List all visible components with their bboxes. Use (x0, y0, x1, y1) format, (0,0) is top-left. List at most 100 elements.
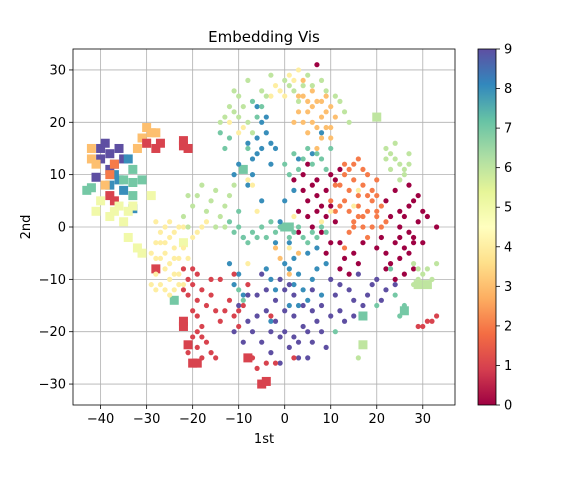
scatter-point (249, 156, 256, 162)
scatter-square-point (114, 143, 124, 153)
scatter-point (415, 219, 421, 225)
scatter-point (185, 292, 191, 298)
scatter-point (374, 302, 380, 309)
x-tick-label: −40 (87, 412, 114, 427)
scatter-point (351, 224, 357, 230)
scatter-point (249, 182, 256, 188)
scatter-point (295, 208, 302, 214)
scatter-point (268, 140, 274, 146)
scatter-point (314, 318, 320, 324)
scatter-point (346, 119, 352, 125)
scatter-point (226, 119, 233, 125)
scatter-point (240, 103, 246, 110)
scatter-point (410, 240, 417, 246)
scatter-point (162, 287, 168, 293)
scatter-point (309, 308, 315, 314)
scatter-square-point (109, 196, 119, 206)
scatter-point (222, 114, 228, 120)
scatter-point (162, 266, 168, 272)
scatter-point (259, 119, 265, 125)
scatter-square-point (105, 212, 115, 222)
scatter-point (300, 323, 306, 330)
scatter-point (401, 172, 407, 178)
scatter-point (429, 276, 435, 282)
scatter-point (337, 308, 343, 314)
scatter-point (429, 318, 435, 324)
scatter-point (236, 308, 242, 314)
scatter-point (268, 350, 274, 356)
scatter-point (309, 119, 315, 125)
scatter-point (314, 145, 320, 152)
scatter-point (167, 219, 173, 225)
scatter-square-point (142, 138, 152, 148)
scatter-point (351, 161, 357, 167)
scatter-point (231, 109, 237, 115)
scatter-point (332, 208, 338, 214)
scatter-point (323, 124, 329, 131)
scatter-point (236, 271, 242, 277)
scatter-square-point (399, 306, 409, 316)
scatter-point (295, 224, 302, 230)
scatter-point (397, 177, 403, 183)
scatter-point (259, 198, 265, 204)
scatter-point (309, 339, 315, 345)
scatter-point (286, 83, 292, 89)
scatter-point (323, 250, 329, 256)
scatter-point (249, 229, 256, 235)
scatter-point (167, 261, 173, 267)
scatter-point (263, 360, 269, 366)
scatter-point (387, 266, 394, 272)
scatter-point (268, 276, 274, 282)
scatter-point (153, 271, 159, 277)
scatter-point (157, 229, 164, 235)
scatter-point (305, 98, 311, 104)
scatter-point (300, 302, 306, 309)
scatter-point (268, 72, 274, 78)
scatter-point (415, 266, 421, 272)
scatter-point (360, 213, 366, 220)
scatter-points (82, 62, 440, 389)
scatter-point (157, 240, 164, 246)
scatter-point (245, 292, 251, 298)
scatter-point (194, 344, 200, 351)
scatter-point (240, 292, 246, 298)
scatter-point (351, 177, 357, 183)
scatter-point (254, 151, 260, 157)
scatter-point (397, 161, 403, 167)
scatter-point (222, 224, 228, 230)
scatter-point (199, 355, 205, 361)
scatter-point (245, 182, 251, 188)
scatter-point (249, 172, 256, 178)
scatter-point (318, 203, 325, 209)
scatter-point (410, 266, 417, 272)
scatter-square-point (155, 138, 165, 148)
scatter-point (245, 281, 251, 288)
scatter-point (185, 350, 191, 356)
scatter-square-point (114, 201, 124, 211)
scatter-point (374, 245, 380, 251)
scatter-point (314, 98, 320, 104)
scatter-point (240, 124, 246, 131)
scatter-square-point (100, 138, 110, 148)
scatter-point (226, 192, 233, 199)
scatter-point (194, 297, 200, 303)
scatter-point (157, 281, 164, 288)
scatter-point (222, 203, 228, 209)
scatter-point (157, 255, 164, 262)
scatter-point (268, 329, 274, 335)
scatter-point (259, 103, 265, 110)
scatter-point (259, 224, 265, 230)
scatter-point (291, 281, 297, 288)
scatter-point (392, 140, 398, 146)
scatter-point (401, 213, 407, 220)
colorbar-tick-label: 5 (504, 201, 512, 216)
scatter-point (420, 240, 426, 246)
scatter-point (305, 109, 311, 115)
scatter-point (392, 276, 398, 282)
scatter-point (259, 271, 265, 277)
scatter-point (268, 313, 274, 319)
scatter-square-point (178, 136, 188, 146)
scatter-point (231, 313, 237, 319)
scatter-point (406, 229, 412, 235)
scatter-point (194, 313, 200, 319)
